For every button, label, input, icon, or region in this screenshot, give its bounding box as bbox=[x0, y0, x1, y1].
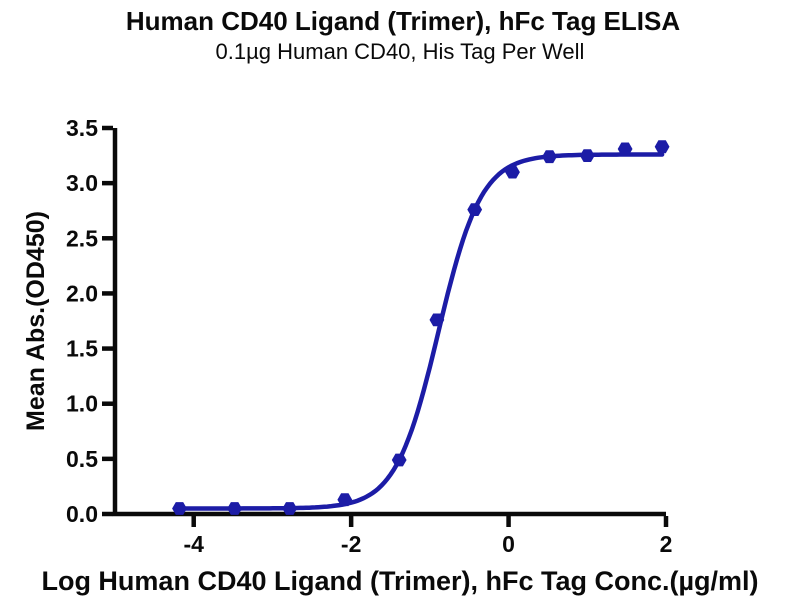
data-point bbox=[654, 140, 670, 154]
y-tick-label: 0.0 bbox=[66, 501, 98, 527]
y-tick-label: 2.5 bbox=[66, 225, 98, 251]
y-tick-label: 1.5 bbox=[66, 336, 98, 362]
data-point bbox=[282, 502, 298, 515]
x-tick-label: 0 bbox=[502, 531, 515, 557]
x-tick-label: -4 bbox=[183, 531, 204, 557]
data-point bbox=[579, 149, 595, 162]
y-tick-label: 3.0 bbox=[66, 170, 98, 196]
data-point bbox=[172, 502, 187, 515]
data-point bbox=[391, 453, 407, 467]
data-point bbox=[227, 502, 242, 515]
y-tick-label: 2.0 bbox=[66, 280, 98, 306]
y-axis-label: Mean Abs.(OD450) bbox=[22, 211, 50, 431]
x-tick-label: 2 bbox=[660, 531, 673, 557]
y-tick-label: 3.5 bbox=[66, 115, 98, 141]
axis-spines bbox=[112, 128, 666, 517]
y-tick-label: 0.5 bbox=[66, 446, 98, 472]
x-tick-label: -2 bbox=[341, 531, 361, 557]
chart-subtitle: 0.1µg Human CD40, His Tag Per Well bbox=[216, 39, 585, 64]
data-point bbox=[542, 150, 557, 164]
data-point bbox=[467, 203, 483, 216]
fit-curve bbox=[177, 152, 665, 511]
data-point bbox=[429, 313, 445, 327]
chart-title: Human CD40 Ligand (Trimer), hFc Tag ELIS… bbox=[126, 6, 680, 36]
y-tick-label: 1.0 bbox=[66, 391, 98, 417]
x-axis-label: Log Human CD40 Ligand (Trimer), hFc Tag … bbox=[41, 566, 758, 596]
data-point bbox=[617, 142, 633, 156]
data-point bbox=[337, 493, 353, 507]
axes: 0.0 0.5 1.0 1.5 2.0 2.5 3.0 3.5 -4 -2 0 2 bbox=[66, 115, 672, 557]
data-series bbox=[172, 140, 670, 515]
data-point bbox=[505, 165, 520, 179]
